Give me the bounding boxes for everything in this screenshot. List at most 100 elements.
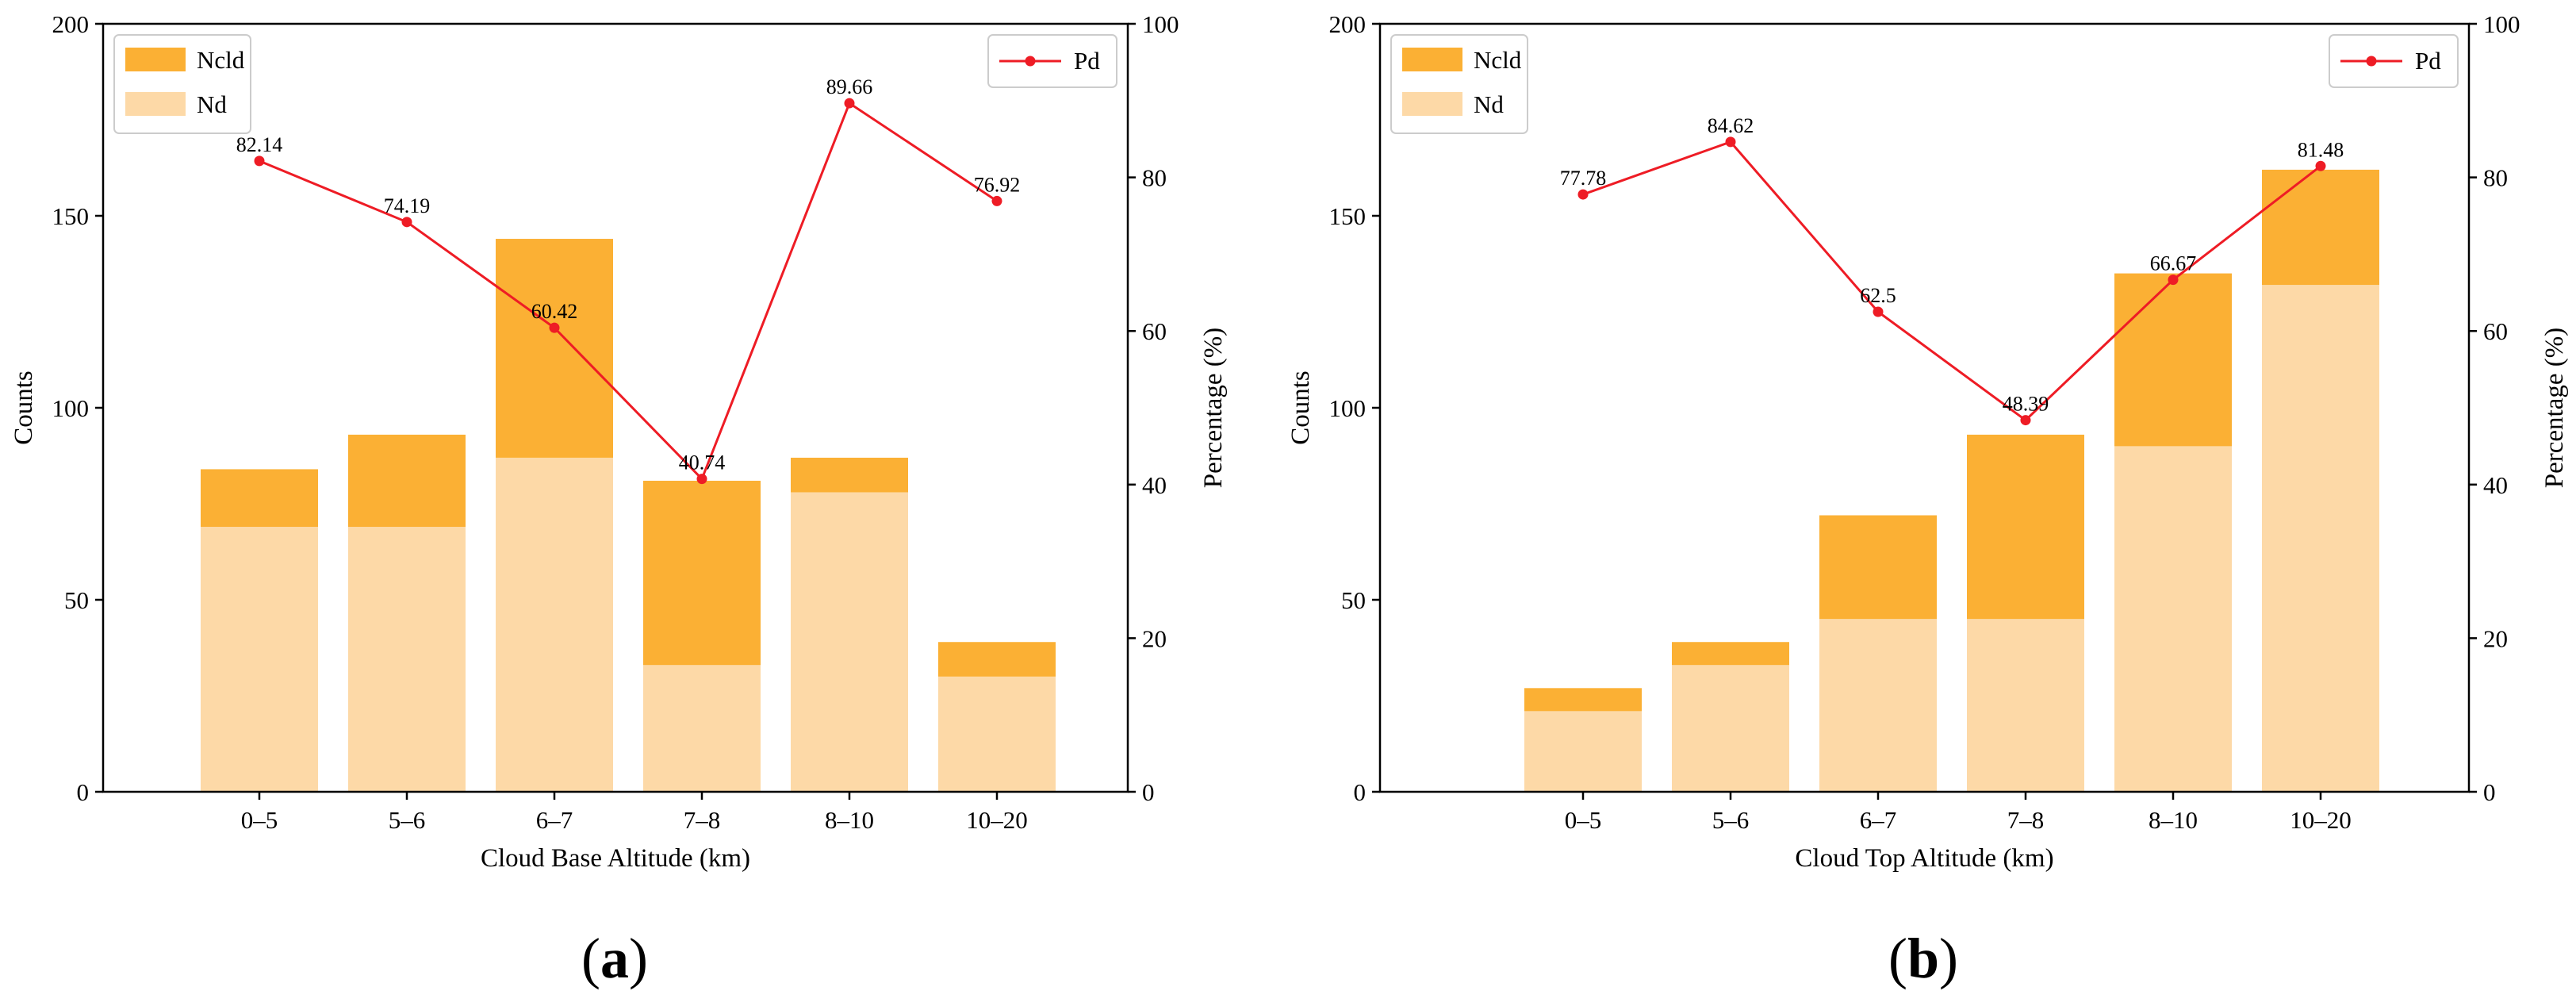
pd-point <box>2315 160 2326 171</box>
y2-tick-label: 60 <box>1142 317 1167 345</box>
legend-label-ncld: Ncld <box>197 46 245 74</box>
panel-label-close-paren: ) <box>629 927 648 990</box>
x-tick-label: 7–8 <box>2007 806 2045 834</box>
legend-marker-pd <box>2366 56 2377 67</box>
legend-label-nd: Nd <box>197 90 227 118</box>
y2-axis-title: Percentage (%) <box>2540 328 2569 488</box>
pd-data-label: 60.42 <box>531 300 578 323</box>
pd-data-label: 66.67 <box>2150 252 2197 275</box>
x-tick-label: 7–8 <box>684 806 721 834</box>
pd-data-label: 74.19 <box>384 194 431 217</box>
panel-label-open-paren: ( <box>581 927 600 990</box>
bar-ncld <box>2114 273 2232 447</box>
y-tick-label: 50 <box>1341 586 1366 614</box>
pd-data-label: 82.14 <box>236 133 283 156</box>
y2-tick-label: 100 <box>1142 10 1179 38</box>
bar-ncld <box>1524 688 1642 712</box>
pd-line <box>259 101 998 482</box>
x-tick-label: 6–7 <box>536 806 573 834</box>
y2-tick-label: 40 <box>1142 471 1167 499</box>
bar-ncld <box>1672 642 1789 666</box>
y-tick-label: 200 <box>1329 10 1367 38</box>
y2-tick-label: 20 <box>1142 624 1167 652</box>
bar-nd <box>2114 446 2232 792</box>
x-axis-title: Cloud Base Altitude (km) <box>481 844 750 873</box>
pd-point <box>401 217 412 228</box>
legend-label-pd: Pd <box>2415 47 2441 75</box>
pd-point <box>1725 136 1736 148</box>
y2-tick-label: 0 <box>1142 778 1155 806</box>
pd-data-label: 62.5 <box>1860 284 1896 307</box>
y-tick-label: 150 <box>52 202 90 230</box>
panel-label: (a) <box>581 927 648 990</box>
y-tick-label: 200 <box>52 10 90 38</box>
bar-ncld <box>791 457 908 493</box>
bar-ncld <box>2262 169 2379 286</box>
bar-nd <box>1967 619 2084 792</box>
x-tick-label: 5–6 <box>389 806 426 834</box>
bar-ncld <box>1819 515 1937 620</box>
panel-label-letter: b <box>1907 927 1939 990</box>
bar-ncld <box>348 434 466 528</box>
y-tick-label: 50 <box>64 586 89 614</box>
y2-tick-label: 0 <box>2483 778 2496 806</box>
legend-swatch-ncld <box>1402 48 1462 71</box>
legend-label-ncld: Ncld <box>1474 46 1522 74</box>
y2-axis-title: Percentage (%) <box>1199 328 1228 488</box>
bar-ncld <box>201 469 318 528</box>
pd-point <box>696 474 707 485</box>
bar-nd <box>496 457 613 792</box>
y2-tick-label: 100 <box>2483 10 2520 38</box>
pd-point <box>254 156 265 167</box>
bar-ncld <box>1967 434 2084 620</box>
bar-nd <box>2262 285 2379 792</box>
bar-ncld <box>938 642 1056 677</box>
legend-label-nd: Nd <box>1474 90 1504 118</box>
pd-point <box>844 98 855 109</box>
bar-nd <box>643 665 761 792</box>
x-tick-label: 10–20 <box>966 806 1028 834</box>
x-tick-label: 8–10 <box>2149 806 2198 834</box>
pd-point <box>1873 306 1884 317</box>
panel-label-open-paren: ( <box>1888 927 1907 990</box>
y2-tick-label: 40 <box>2483 471 2508 499</box>
y-tick-label: 100 <box>52 394 90 422</box>
pd-data-label: 40.74 <box>679 451 726 474</box>
pd-line <box>1582 140 2321 422</box>
panel-label-close-paren: ) <box>1939 927 1958 990</box>
x-tick-label: 8–10 <box>825 806 874 834</box>
y2-tick-label: 20 <box>2483 624 2508 652</box>
bar-nd <box>348 527 466 792</box>
panel-label-letter: a <box>600 927 629 990</box>
panel-label: (b) <box>1888 927 1958 990</box>
x-tick-label: 10–20 <box>2290 806 2352 834</box>
bar-nd <box>791 492 908 792</box>
pd-point <box>2168 275 2179 286</box>
pd-data-label: 81.48 <box>2298 138 2344 161</box>
legend-label-pd: Pd <box>1074 47 1100 75</box>
y-axis-title: Counts <box>1286 371 1315 445</box>
y-tick-label: 100 <box>1329 394 1367 422</box>
x-axis-title: Cloud Top Altitude (km) <box>1795 844 2053 873</box>
x-tick-label: 0–5 <box>241 806 278 834</box>
pd-point <box>991 195 1002 206</box>
legend-marker-pd <box>1025 56 1036 67</box>
chart-panel-a: 0 50 100 150 200 0 20 40 60 80 100 0–5 5–6 6–7 7–8 8–10… <box>10 10 1228 990</box>
pd-data-label: 77.78 <box>1560 167 1607 190</box>
y-tick-label: 150 <box>1329 202 1367 230</box>
legend-swatch-ncld <box>125 48 186 71</box>
pd-point <box>2020 415 2031 426</box>
pd-point <box>549 322 560 333</box>
legend-swatch-nd <box>125 92 186 116</box>
pd-data-label: 84.62 <box>1708 114 1754 137</box>
bar-nd <box>1819 619 1937 792</box>
x-tick-label: 0–5 <box>1565 806 1602 834</box>
pd-data-label: 76.92 <box>974 173 1021 196</box>
pd-data-label: 48.39 <box>2003 393 2049 416</box>
bar-nd <box>201 527 318 792</box>
y-tick-label: 0 <box>77 778 90 806</box>
y2-tick-label: 60 <box>2483 317 2508 345</box>
pd-point <box>1577 189 1589 200</box>
legend-swatch-nd <box>1402 92 1462 116</box>
